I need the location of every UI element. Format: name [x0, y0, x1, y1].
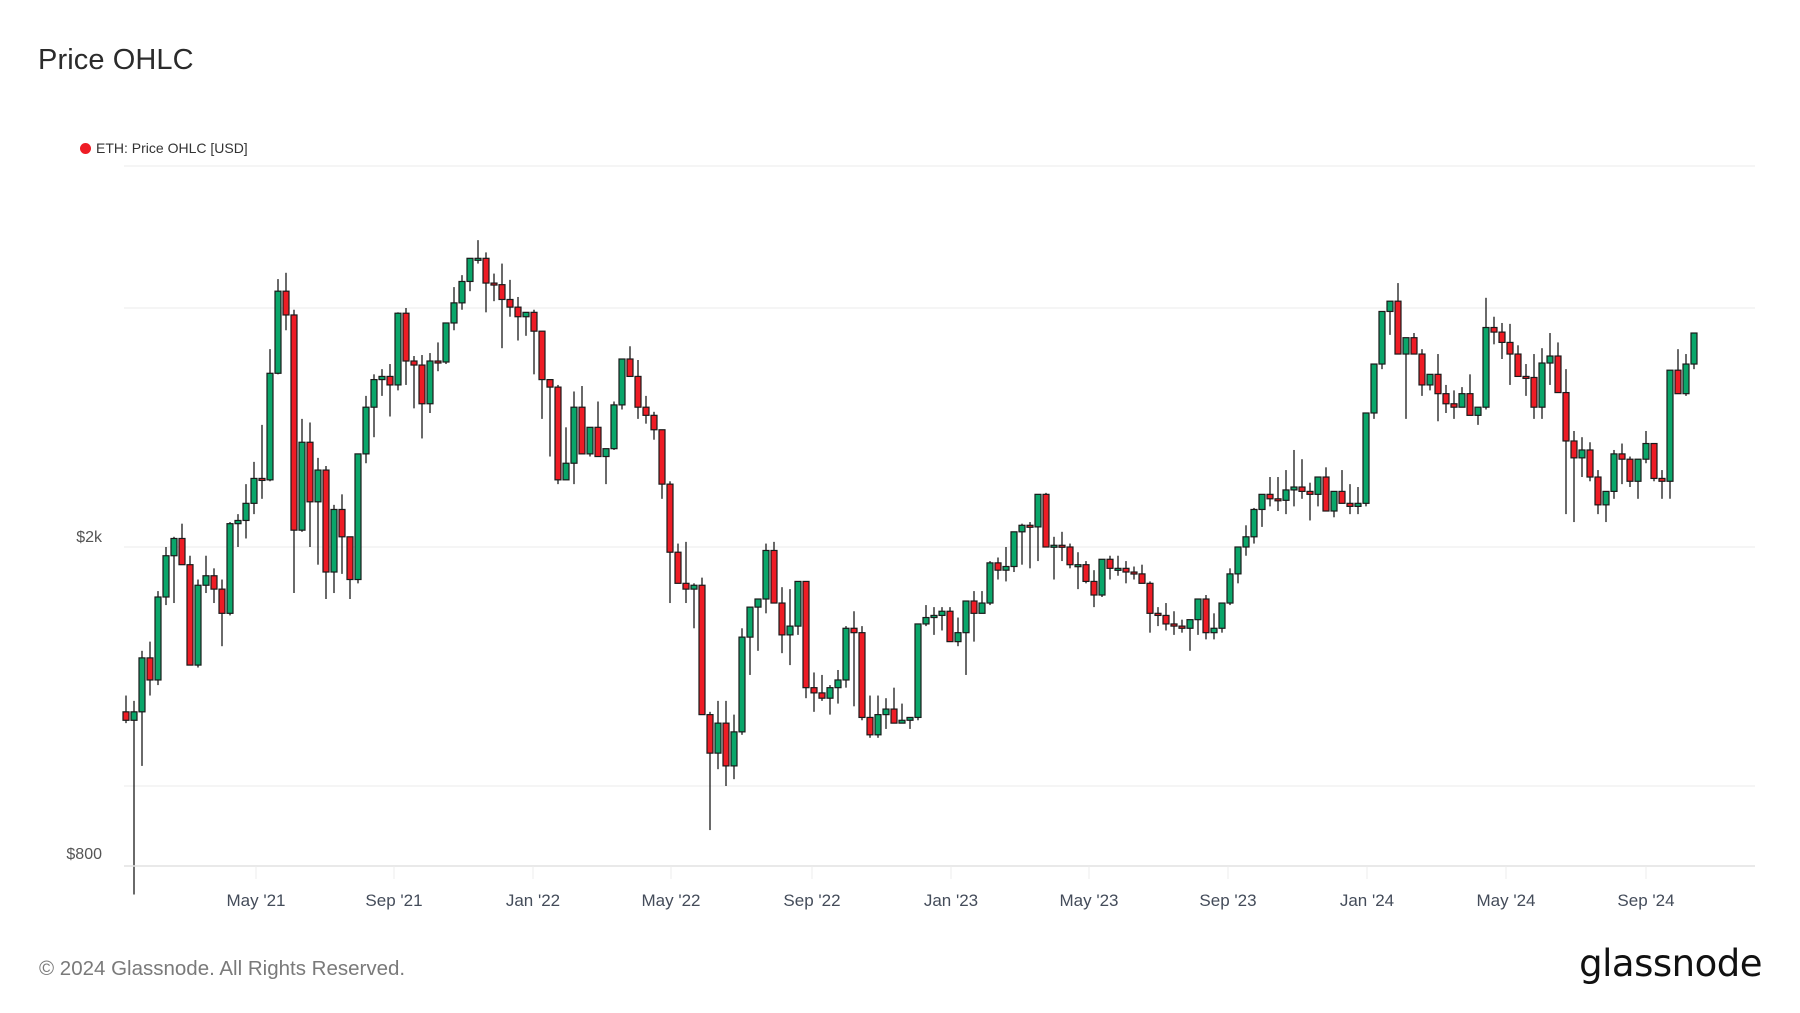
legend-dot-icon: [80, 142, 91, 154]
x-tick-label: May '22: [641, 891, 701, 910]
x-tick-label: Sep '21: [365, 891, 423, 910]
x-tick-label: Jan '24: [1339, 891, 1395, 910]
x-tick-label: May '21: [226, 891, 286, 910]
gridlines: [124, 165, 1755, 787]
x-axis: [124, 865, 1755, 879]
x-tick-label: Jan '23: [923, 891, 979, 910]
legend-label: ETH: Price OHLC [USD]: [96, 140, 248, 156]
x-tick-label: Jan '22: [505, 891, 561, 910]
glassnode-logo[interactable]: glassnode: [1579, 942, 1762, 985]
y-tick-label: $2k: [76, 529, 102, 546]
copyright-text: © 2024 Glassnode. All Rights Reserved.: [39, 957, 406, 980]
y-tick-label: $800: [66, 846, 102, 863]
x-tick-label: Sep '24: [1617, 891, 1675, 910]
x-tick-label: May '24: [1476, 891, 1536, 910]
x-tick-label: May '23: [1059, 891, 1119, 910]
candles: [122, 240, 1698, 895]
x-tick-label: Sep '22: [783, 891, 841, 910]
page-title: Price OHLC: [38, 44, 194, 76]
legend-item[interactable]: ETH: Price OHLC [USD]: [80, 141, 248, 155]
x-tick-label: Sep '23: [1199, 891, 1257, 910]
